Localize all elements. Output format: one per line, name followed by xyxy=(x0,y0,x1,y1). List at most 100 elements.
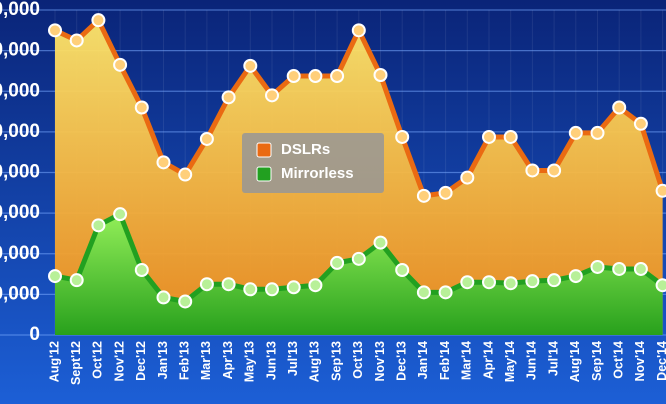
x-tick-label: Jan'13 xyxy=(156,341,170,379)
marker xyxy=(438,185,453,200)
marker xyxy=(330,255,345,270)
marker xyxy=(416,188,431,203)
marker xyxy=(199,131,214,146)
marker xyxy=(156,290,171,305)
marker xyxy=(438,285,453,300)
marker xyxy=(395,129,410,144)
legend-swatch xyxy=(256,166,272,182)
marker xyxy=(113,207,128,222)
marker xyxy=(91,13,106,28)
marker xyxy=(482,275,496,290)
marker xyxy=(612,261,627,276)
marker xyxy=(221,90,236,105)
marker xyxy=(134,100,149,115)
marker xyxy=(460,275,475,290)
marker xyxy=(156,155,171,170)
marker xyxy=(69,33,84,48)
marker xyxy=(655,278,666,293)
x-tick-label: Oct'13 xyxy=(351,341,365,379)
marker xyxy=(655,183,666,198)
y-tick-label: 800,000 xyxy=(0,162,40,183)
x-tick-label: Sep'14 xyxy=(590,341,604,381)
x-tick-label: Aug'14 xyxy=(568,341,582,382)
x-tick-label: Dec'12 xyxy=(134,341,148,381)
x-tick-label: Sept'12 xyxy=(69,341,83,385)
legend-label: Mirrorless xyxy=(281,165,354,182)
marker xyxy=(351,23,366,38)
marker xyxy=(373,235,388,250)
x-tick-label: Dec'14 xyxy=(655,341,666,381)
marker xyxy=(221,277,236,292)
x-tick-label: Feb'13 xyxy=(177,341,191,380)
marker xyxy=(243,58,258,73)
x-tick-label: Aug'13 xyxy=(308,341,322,382)
marker xyxy=(460,170,475,185)
marker xyxy=(568,125,583,140)
marker xyxy=(308,278,323,293)
legend-swatch xyxy=(256,142,272,158)
marker xyxy=(265,88,279,103)
y-tick-label: 0 xyxy=(29,324,40,345)
marker xyxy=(395,263,410,277)
marker xyxy=(525,274,540,289)
y-tick-label: 200,000 xyxy=(0,283,40,304)
marker xyxy=(503,276,518,291)
marker xyxy=(178,294,193,309)
marker xyxy=(547,163,562,178)
x-tick-label: May'13 xyxy=(243,341,257,382)
legend-label: DSLRs xyxy=(281,141,330,158)
y-tick-label: 600,000 xyxy=(0,202,40,223)
marker xyxy=(91,218,106,233)
marker xyxy=(286,280,301,295)
x-tick-label: May'14 xyxy=(503,341,517,382)
x-tick-label: Jan'14 xyxy=(416,341,430,379)
marker xyxy=(633,261,648,276)
x-tick-label: Apr'13 xyxy=(221,341,235,379)
marker xyxy=(590,259,605,274)
x-tick-label: Jul'14 xyxy=(546,341,560,376)
marker xyxy=(612,100,627,115)
marker xyxy=(351,251,366,266)
y-tick-label: 1,200,000 xyxy=(0,80,40,101)
x-tick-label: Mar'13 xyxy=(199,341,213,380)
x-tick-label: Nov'14 xyxy=(633,341,647,382)
y-tick-label: 1,400,000 xyxy=(0,40,40,61)
marker xyxy=(568,269,583,284)
marker xyxy=(525,163,540,178)
x-tick-label: Nov'12 xyxy=(112,341,126,382)
marker xyxy=(286,69,301,84)
marker xyxy=(69,273,84,288)
marker xyxy=(482,129,496,144)
x-tick-label: Sep'13 xyxy=(329,341,343,381)
marker xyxy=(416,285,431,300)
x-tick-label: Nov'13 xyxy=(373,341,387,382)
marker xyxy=(373,68,388,82)
y-tick-label: 1,600,000 xyxy=(0,0,40,20)
marker xyxy=(243,282,258,297)
legend: DSLRs Mirrorless xyxy=(242,133,384,193)
legend-box xyxy=(242,133,384,193)
marker xyxy=(308,69,323,84)
x-tick-label: Apr'14 xyxy=(481,341,495,379)
x-tick-label: Aug'12 xyxy=(47,341,61,382)
x-tick-label: Mar'14 xyxy=(460,341,474,380)
marker xyxy=(547,273,562,288)
marker xyxy=(48,23,62,38)
x-tick-label: Jun'13 xyxy=(264,341,278,380)
marker xyxy=(330,69,345,84)
marker xyxy=(590,125,605,140)
x-tick-label: Jun'14 xyxy=(525,341,539,380)
y-tick-label: 1,000,000 xyxy=(0,121,40,142)
x-tick-label: Feb'14 xyxy=(438,341,452,380)
x-tick-label: Dec'13 xyxy=(394,341,408,381)
marker xyxy=(265,282,279,297)
y-tick-label: 400,000 xyxy=(0,243,40,264)
area xyxy=(55,214,663,335)
marker xyxy=(48,269,62,284)
x-tick-label: Oct'14 xyxy=(611,341,625,379)
marker xyxy=(199,277,214,292)
marker xyxy=(503,129,518,144)
marker xyxy=(113,57,128,72)
marker xyxy=(134,263,149,277)
